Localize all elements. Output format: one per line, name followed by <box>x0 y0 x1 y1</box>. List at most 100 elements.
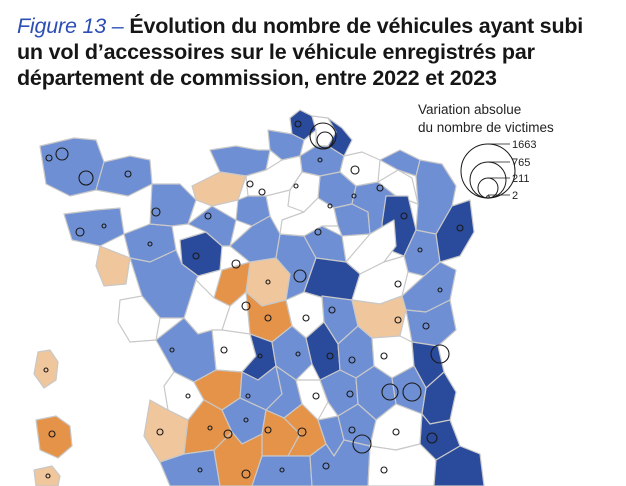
victim-circle <box>316 131 334 149</box>
legend-label-765: 765 <box>512 157 530 169</box>
victim-circle <box>241 301 251 311</box>
legend-circle-2 <box>486 195 490 199</box>
legend-circle-1663 <box>460 143 516 199</box>
victim-circle <box>392 428 400 436</box>
victim-circle <box>394 316 402 324</box>
victim-circle <box>156 428 164 436</box>
victim-circle <box>348 426 356 434</box>
figure-title: Figure 13 – Évolution du nombre de véhic… <box>17 13 612 91</box>
department-tile <box>95 245 131 287</box>
victim-circle <box>101 223 107 229</box>
victim-circle <box>220 346 228 354</box>
victim-circle <box>312 392 320 400</box>
victim-circle <box>422 322 430 330</box>
legend: Variation absolue du nombre de victimes … <box>418 101 618 201</box>
department-tile <box>367 443 437 486</box>
victim-circle <box>314 228 322 236</box>
victim-circle <box>192 252 200 260</box>
victim-circle <box>294 120 302 128</box>
victim-circle <box>169 347 175 353</box>
victim-circle <box>394 280 402 288</box>
victim-circle <box>402 382 422 402</box>
victim-circle <box>302 314 310 322</box>
victim-circle <box>257 353 263 359</box>
department-tile <box>415 159 457 235</box>
department-tile <box>309 439 371 486</box>
victim-circle <box>322 462 330 470</box>
victim-circle <box>351 193 357 199</box>
victim-circle <box>147 241 153 247</box>
victim-circle <box>297 427 307 437</box>
department-tile <box>33 349 59 389</box>
department-tile <box>279 197 339 237</box>
victim-circle <box>352 434 372 454</box>
legend-circle-765 <box>469 161 507 199</box>
legend-label-211: 211 <box>512 173 530 185</box>
victim-circles <box>43 120 464 479</box>
victim-circle <box>151 207 161 217</box>
victim-circle <box>381 383 399 401</box>
department-tile <box>213 261 251 307</box>
victim-circle <box>293 269 307 283</box>
victim-circle <box>348 356 356 364</box>
victim-circle <box>246 180 254 188</box>
victim-circle <box>185 393 191 399</box>
legend-circles: 1663 765 211 2 <box>460 139 536 201</box>
department-tile <box>35 415 73 459</box>
victim-circle <box>417 247 423 253</box>
victim-circle <box>197 467 203 473</box>
department-tile <box>33 465 61 486</box>
victim-circle <box>245 393 251 399</box>
victim-circle <box>279 467 285 473</box>
victim-circle <box>350 165 360 175</box>
legend-title: Variation absolue du nombre de victimes <box>418 101 554 137</box>
department-tile <box>63 207 125 247</box>
victim-circle <box>265 279 271 285</box>
victim-circle <box>327 203 333 209</box>
legend-label-1663: 1663 <box>512 139 536 151</box>
victim-circle <box>437 287 443 293</box>
victim-circle <box>376 184 384 192</box>
department-tile <box>39 137 105 197</box>
legend-title-line1: Variation absolue <box>418 102 522 117</box>
department-tile <box>251 455 313 486</box>
victim-circle <box>326 352 334 360</box>
victim-circle <box>317 157 323 163</box>
victim-circle <box>400 212 408 220</box>
victim-circle <box>43 367 49 373</box>
victim-circle <box>124 170 132 178</box>
victim-circle <box>258 188 266 196</box>
victim-circle <box>243 417 249 423</box>
victim-circle <box>264 426 272 434</box>
legend-title-line2: du nombre de victimes <box>418 120 554 135</box>
victim-circle <box>264 314 272 322</box>
victim-circle <box>78 170 94 186</box>
department-tile <box>95 155 153 197</box>
victim-circle <box>223 429 233 439</box>
victim-circle <box>380 352 388 360</box>
victim-circle <box>295 351 301 357</box>
victim-circle <box>430 344 450 364</box>
department-tile <box>433 445 485 486</box>
victim-circle <box>204 212 212 220</box>
victim-circle <box>231 259 241 269</box>
victim-circle <box>45 154 53 162</box>
victim-circle <box>207 425 213 431</box>
victim-circle <box>309 122 337 150</box>
victim-circle <box>75 227 85 237</box>
victim-circle <box>55 147 69 161</box>
figure-title-text: Évolution du nombre de véhicules ayant s… <box>17 14 584 90</box>
victim-circle <box>48 430 56 438</box>
victim-circle <box>380 466 388 474</box>
victim-circle <box>45 473 51 479</box>
victim-circle <box>241 469 251 479</box>
figure-number: Figure 13 – <box>17 14 124 38</box>
victim-circle <box>328 306 336 314</box>
victim-circle <box>293 183 299 189</box>
victim-circle <box>456 224 464 232</box>
legend-label-2: 2 <box>512 190 518 201</box>
victim-circle <box>346 390 354 398</box>
victim-circle <box>426 432 438 444</box>
department-tiles <box>33 109 485 486</box>
